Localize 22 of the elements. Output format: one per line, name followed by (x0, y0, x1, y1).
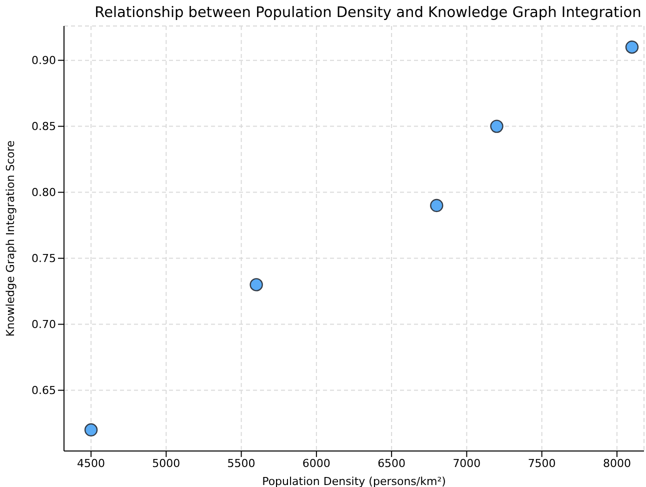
y-tick-label: 0.70 (32, 318, 56, 332)
x-tick-label: 7000 (452, 456, 481, 470)
point (430, 198, 444, 212)
y-tick-label: 0.80 (32, 186, 56, 200)
chart-title: Relationship between Population Density and Knowledge Graph Integration (94, 5, 642, 21)
x-tick-label: 5500 (227, 456, 256, 470)
y-axis-title: Knowledge Graph Integration Score (4, 140, 17, 337)
point (250, 278, 263, 292)
point (84, 423, 98, 436)
x-tick-label: 6000 (302, 456, 330, 470)
x-tick-label: 7500 (528, 456, 556, 470)
point (490, 120, 504, 133)
y-tick-label: 0.90 (32, 54, 56, 68)
x-tick-label: 6500 (378, 456, 406, 470)
x-axis-title: Population Density (persons/km²) (262, 475, 446, 487)
y-tick-label: 0.65 (32, 384, 56, 398)
y-tick-label: 0.75 (32, 252, 56, 266)
x-tick-label: 4500 (77, 456, 106, 470)
point (625, 40, 639, 54)
y-tick-label: 0.85 (32, 120, 56, 134)
x-tick-label: 8000 (602, 456, 631, 470)
x-tick-label: 5000 (152, 456, 180, 470)
